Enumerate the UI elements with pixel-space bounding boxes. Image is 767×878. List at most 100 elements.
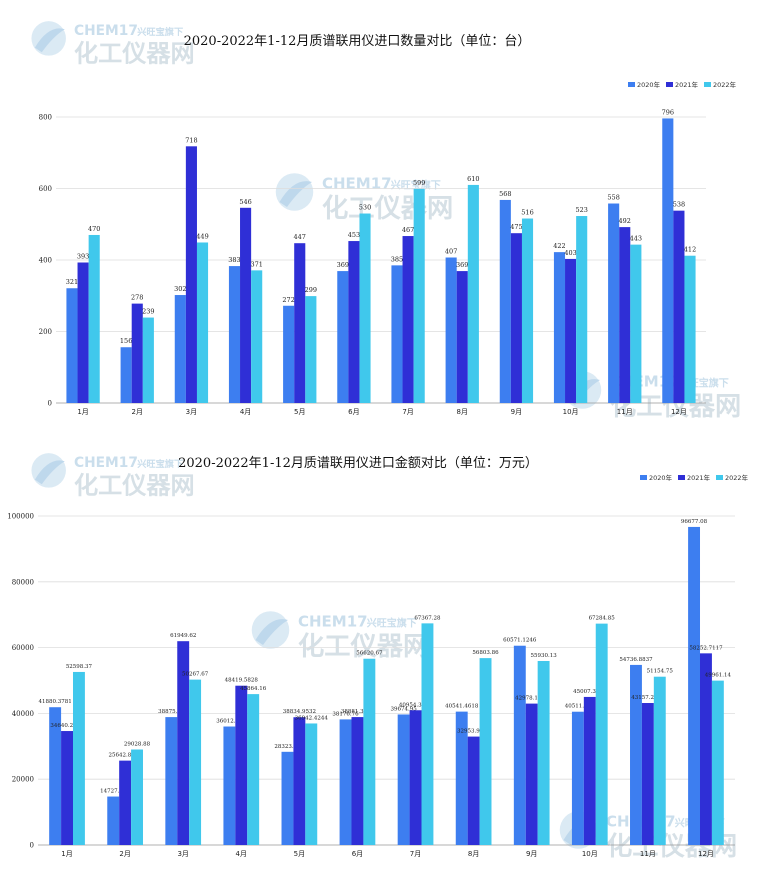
x-tick-label: 2月 (119, 850, 130, 858)
data-label-2021年-9月: 42978.1862 (515, 696, 548, 702)
data-label-2020年-4月: 36012.39 (216, 719, 243, 725)
x-tick-label: 12月 (698, 850, 714, 858)
bar-2022年-2月 (131, 749, 143, 845)
bar-2021年-12月 (673, 210, 685, 403)
bar-2020年-2月 (107, 796, 120, 845)
watermark-brand: CHEM17 (322, 174, 392, 192)
x-tick-label: 10月 (582, 850, 598, 858)
x-tick-label: 2月 (132, 408, 143, 416)
data-label-2021年-2月: 25642.8374 (109, 753, 143, 759)
data-label-2022年-9月: 516 (521, 209, 533, 217)
legend-swatch-2020年 (628, 82, 635, 87)
bar-2020年-10月 (553, 252, 566, 403)
bar-2022年-3月 (189, 679, 202, 845)
watermark-tagline: 兴旺宝旗下 (367, 616, 417, 629)
bar-2020年-8月 (455, 711, 468, 845)
data-label-2022年-5月: 36942.4244 (295, 715, 329, 721)
bar-2020年-4月 (228, 266, 241, 403)
bar-2020年-7月 (391, 265, 403, 403)
bar-2021年-4月 (235, 685, 248, 845)
y-tick-label: 20000 (12, 776, 34, 784)
bar-2020年-9月 (513, 645, 526, 845)
bar-2020年-12月 (688, 526, 701, 845)
data-label-2020年-10月: 422 (553, 242, 565, 250)
bar-2022年-10月 (576, 216, 588, 403)
bar-2022年-12月 (711, 680, 724, 845)
data-label-2021年-7月: 467 (402, 226, 414, 234)
y-tick-label: 80000 (12, 578, 34, 586)
bar-2021年-1月 (77, 262, 89, 403)
data-label-2022年-7月: 67367.28 (414, 615, 441, 621)
data-label-2020年-12月: 96677.08 (681, 519, 708, 525)
bar-2022年-8月 (479, 658, 492, 845)
watermark-brand: CHEM17 (74, 23, 138, 39)
x-tick-label: 4月 (240, 408, 251, 416)
data-label-2020年-6月: 369 (337, 261, 349, 269)
bar-2021年-9月 (525, 703, 538, 845)
data-label-2022年-12月: 412 (684, 246, 696, 254)
bar-2020年-5月 (283, 305, 295, 403)
x-tick-label: 12月 (671, 408, 687, 416)
legend-swatch-2021年 (666, 82, 673, 87)
x-tick-label: 5月 (294, 408, 305, 416)
legend-label-2022年: 2022年 (725, 473, 749, 482)
data-label-2020年-5月: 272 (282, 296, 294, 304)
watermark-name: 化工仪器网 (322, 194, 453, 224)
data-label-2022年-3月: 50267.67 (182, 672, 209, 678)
data-label-2020年-3月: 38875.07 (158, 709, 185, 715)
watermark-leaf-icon (255, 619, 288, 645)
data-label-2020年-1月: 321 (66, 278, 78, 286)
watermark-tagline: 兴旺宝旗下 (391, 178, 441, 191)
bar-2022年-1月 (72, 671, 85, 845)
data-label-2021年-11月: 492 (619, 217, 631, 225)
bar-2022年-4月 (247, 694, 260, 845)
data-label-2020年-3月: 302 (174, 285, 186, 293)
bar-2020年-8月 (445, 257, 457, 403)
data-label-2020年-8月: 407 (445, 247, 457, 255)
bar-2022年-8月 (467, 184, 479, 403)
data-label-2021年-1月: 393 (77, 253, 89, 261)
data-label-2022年-7月: 599 (413, 179, 425, 187)
x-tick-label: 9月 (526, 850, 537, 858)
quantity-chart: CHEM17 兴旺宝旗下 化工仪器网 CHEM17 兴旺宝旗下 化工仪器网 CHEM17 兴旺… (31, 21, 741, 422)
x-tick-label: 7月 (402, 408, 413, 416)
x-tick-label: 9月 (511, 408, 522, 416)
x-tick-label: 11月 (617, 408, 633, 416)
data-label-2021年-9月: 475 (510, 223, 522, 231)
bar-2021年-6月 (348, 241, 360, 403)
y-tick-label: 600 (39, 185, 52, 193)
x-tick-label: 8月 (457, 408, 468, 416)
data-label-2020年-1月: 41880.3781 (39, 699, 72, 705)
data-label-2020年-12月: 796 (662, 108, 674, 116)
bar-2022年-5月 (305, 296, 317, 403)
x-tick-label: 5月 (294, 850, 305, 858)
data-label-2021年-12月: 538 (673, 201, 685, 209)
y-tick-label: 200 (39, 328, 52, 336)
data-label-2021年-8月: 32953.9952 (457, 729, 490, 735)
watermark-leaf-icon (279, 181, 312, 207)
chart-title: 2020-2022年1-12月质谱联用仪进口金额对比（单位：万元） (178, 455, 538, 471)
data-label-2021年-7月: 40954.3327 (399, 702, 433, 708)
legend-label-2020年: 2020年 (649, 473, 673, 482)
y-tick-label: 100000 (7, 513, 34, 521)
x-tick-label: 11月 (640, 850, 656, 858)
bar-2021年-2月 (119, 760, 132, 845)
y-tick-label: 40000 (12, 710, 34, 718)
data-label-2021年-3月: 718 (185, 136, 197, 144)
legend-label-2022年: 2022年 (713, 80, 737, 89)
x-tick-label: 6月 (352, 850, 363, 858)
data-label-2021年-6月: 38881.3068 (341, 709, 375, 715)
bar-2022年-10月 (595, 623, 608, 845)
data-label-2022年-11月: 51154.75 (647, 669, 674, 675)
bar-2020年-6月 (337, 271, 349, 403)
bar-2020年-12月 (662, 118, 674, 404)
data-label-2020年-2月: 156 (120, 337, 132, 345)
watermark-brand: CHEM17 (298, 612, 368, 630)
data-label-2020年-9月: 568 (499, 190, 511, 198)
legend-label-2021年: 2021年 (687, 473, 711, 482)
bar-2021年-11月 (641, 703, 654, 845)
data-label-2020年-7月: 385 (391, 255, 403, 263)
bar-2021年-8月 (456, 271, 468, 403)
